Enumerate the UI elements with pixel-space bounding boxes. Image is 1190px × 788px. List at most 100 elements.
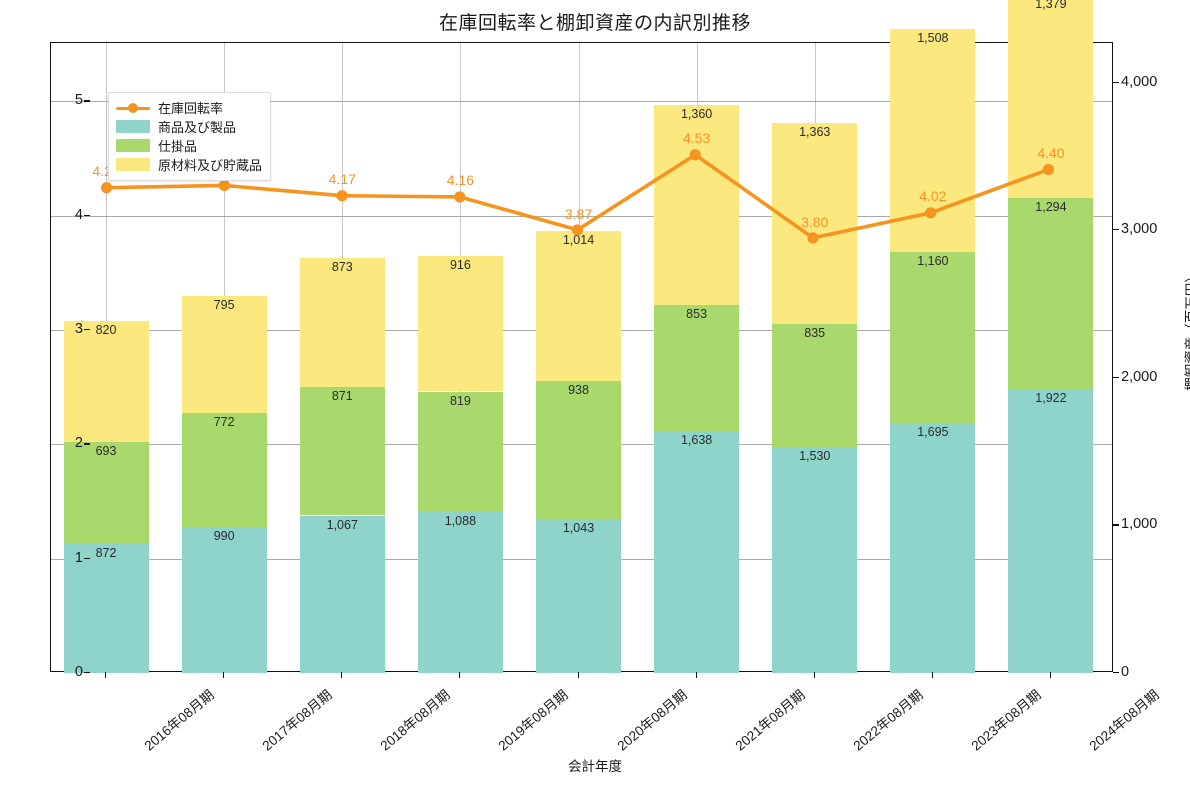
line-value-label: 4.53 — [682, 130, 711, 147]
line-value-label: 3.87 — [564, 205, 593, 222]
bar-segment: 819 — [417, 391, 503, 513]
y-axis-right-tick: 0 — [1113, 664, 1190, 680]
bar-value-label: 1,088 — [444, 514, 477, 529]
x-axis-tick-label: 2024年08月期 — [1086, 687, 1162, 754]
bar-segment: 853 — [654, 305, 740, 432]
x-axis-tick-label: 2016年08月期 — [141, 687, 217, 754]
bar-segment: 1,043 — [536, 519, 621, 673]
x-axis-tick-label: 2022年08月期 — [850, 687, 926, 754]
chart-legend: 在庫回転率商品及び製品 仕掛品原材料及び貯蔵品 — [108, 92, 272, 181]
y-axis-left-tick: 0 — [43, 664, 90, 680]
y-axis-left-tick: 1 — [43, 550, 90, 566]
bar-value-label: 1,160 — [917, 253, 949, 268]
bar-value-label: 990 — [213, 528, 235, 543]
x-axis-tick — [105, 672, 107, 678]
bar-segment: 693 — [63, 441, 149, 545]
bar-value-label: 795 — [213, 297, 235, 312]
line-value-label: 4.16 — [446, 172, 474, 189]
bar-segment: 1,014 — [536, 230, 621, 381]
bar-segment: 772 — [181, 412, 267, 527]
legend-item-label: 原材料及び貯蔵品 — [158, 158, 263, 173]
legend-item[interactable]: 商品及び製品 — [116, 117, 262, 136]
y-axis-right-tick: 1,000 — [1113, 516, 1190, 532]
bar-value-label: 819 — [449, 393, 471, 408]
bar-value-label: 1,922 — [1035, 391, 1067, 406]
x-axis-tick — [695, 672, 697, 678]
x-axis-tick — [813, 672, 815, 678]
bar-segment: 872 — [63, 544, 149, 673]
bar-segment: 1,363 — [772, 122, 858, 324]
plot-area: 872 693 820 990 772 795 1,067 871 873 1,088 819 916… — [50, 0, 1113, 673]
bar-value-label: 1,067 — [326, 517, 358, 532]
bar-segment: 1,067 — [299, 515, 385, 673]
bar-value-label: 820 — [95, 322, 117, 337]
bar-segment: 871 — [299, 386, 385, 516]
y-axis-right-tick: 2,000 — [1113, 369, 1190, 385]
y-axis-left-tick: 4 — [43, 207, 90, 223]
bar-value-label: 772 — [213, 414, 235, 429]
x-axis-tick — [341, 672, 343, 678]
bar-segment: 1,530 — [772, 447, 858, 673]
bar-value-label: 1,695 — [917, 424, 949, 439]
x-axis-label: 会計年度 — [568, 759, 622, 774]
x-axis-tick-label: 2023年08月期 — [968, 687, 1044, 754]
bar-value-label: 872 — [95, 546, 117, 561]
legend-color-swatch-icon — [116, 139, 150, 152]
legend-item[interactable]: 仕掛品 — [116, 136, 262, 155]
bar-value-label: 1,360 — [680, 106, 713, 121]
x-axis-tick — [1049, 672, 1051, 678]
x-axis-tick-label: 2019年08月期 — [495, 687, 572, 754]
x-axis-tick-label: 2020年08月期 — [614, 687, 690, 754]
bar-segment: 820 — [63, 320, 149, 442]
legend-item-label: 仕掛品 — [158, 139, 198, 154]
bar-segment: 1,360 — [654, 104, 740, 306]
x-axis-tick-label: 2017年08月期 — [259, 687, 335, 754]
legend-item-label: 在庫回転率 — [158, 101, 224, 116]
bar-value-label: 835 — [804, 325, 826, 340]
bar-segment: 938 — [536, 380, 621, 520]
bar-value-label: 938 — [568, 382, 589, 397]
y-axis-left-tick: 2 — [43, 435, 90, 451]
legend-item-label: 商品及び製品 — [158, 120, 237, 135]
line-series-in-zaiko-kaitenritsu — [101, 149, 1054, 244]
y-axis-left-label: 在庫回転率 — [0, 296, 2, 364]
bar-value-label: 693 — [95, 443, 117, 458]
y-axis-left-tick: 5 — [43, 92, 90, 108]
x-axis-tick — [577, 672, 579, 678]
bar-value-label: 853 — [686, 307, 708, 322]
x-axis-tick-label: 2018年08月期 — [377, 687, 454, 754]
bar-value-label: 871 — [331, 388, 353, 403]
bar-value-label: 1,363 — [799, 124, 831, 139]
bar-segment: 1,922 — [1008, 389, 1094, 673]
line-value-label: 4.02 — [919, 188, 947, 205]
legend-color-swatch-icon — [116, 158, 150, 171]
bar-value-label: 1,638 — [680, 433, 713, 448]
y-axis-left-tick: 3 — [43, 321, 90, 337]
bar-value-label: 873 — [331, 260, 353, 275]
y-axis-right-tick: 3,000 — [1113, 221, 1190, 237]
bar-segment: 1,160 — [890, 251, 976, 423]
line-value-label: 4.17 — [328, 171, 356, 188]
x-axis-tick — [223, 672, 225, 678]
legend-item[interactable]: 在庫回転率 — [116, 98, 262, 117]
bar-segment: 1,294 — [1008, 198, 1094, 390]
bar-value-label: 1,379 — [1035, 0, 1067, 11]
bar-value-label: 1,294 — [1035, 200, 1067, 215]
bar-value-label: 1,530 — [799, 449, 831, 464]
legend-color-swatch-icon — [116, 120, 150, 133]
gridline — [51, 215, 1112, 217]
y-axis-right-tick: 4,000 — [1113, 74, 1190, 90]
bar-segment: 990 — [181, 526, 267, 673]
bar-segment: 916 — [417, 256, 503, 392]
bar-segment: 1,088 — [417, 512, 503, 673]
x-axis-tick — [459, 672, 461, 678]
legend-item[interactable]: 原材料及び貯蔵品 — [116, 155, 262, 174]
bar-segment: 1,695 — [890, 422, 976, 673]
bar-value-label: 1,508 — [917, 30, 949, 45]
bar-segment: 1,638 — [654, 431, 740, 673]
line-value-label: 4.40 — [1037, 144, 1065, 161]
x-axis-tick — [931, 672, 933, 678]
bar-segment: 795 — [181, 295, 267, 413]
line-value-label: 3.80 — [801, 213, 829, 230]
chart-title: 在庫回転率と棚卸資産の内訳別推移 — [438, 13, 751, 34]
